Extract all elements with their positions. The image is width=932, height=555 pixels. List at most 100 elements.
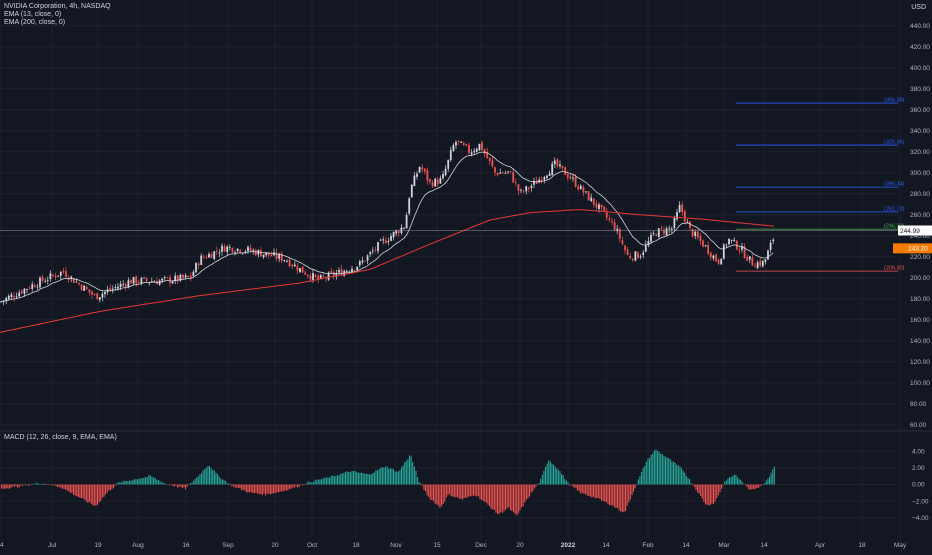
candle-body <box>158 280 161 285</box>
macd-bar <box>81 484 83 498</box>
macd-bar <box>71 484 73 493</box>
macd-bar <box>458 484 460 499</box>
candle-body <box>78 283 80 285</box>
macd-bar <box>73 484 75 495</box>
candle-body <box>556 159 559 167</box>
candle-body <box>169 276 171 283</box>
macd-bar <box>383 467 385 485</box>
macd-bar <box>583 484 585 494</box>
candle-body <box>322 275 325 277</box>
macd-bar <box>21 484 23 487</box>
macd-bar <box>113 484 115 488</box>
y-axis-tick-label: 280.00 <box>910 191 930 198</box>
macd-bar <box>213 470 215 485</box>
candle-body <box>330 271 333 273</box>
macd-bar <box>602 484 604 501</box>
macd-y-tick-label: −2.00 <box>912 498 929 505</box>
candle-body <box>751 257 754 266</box>
macd-bar <box>93 484 95 506</box>
candle-body <box>764 259 767 262</box>
macd-bar <box>737 477 739 485</box>
candle-body <box>504 172 507 174</box>
candle-body <box>13 295 15 298</box>
macd-bar <box>509 484 511 511</box>
macd-bar <box>417 477 419 485</box>
candle-body <box>712 255 715 259</box>
macd-bar <box>105 484 107 495</box>
macd-bar <box>247 484 249 493</box>
macd-bar <box>242 484 244 490</box>
candle-body <box>475 148 478 152</box>
candle-body <box>605 211 608 218</box>
macd-bar <box>175 484 177 486</box>
macd-bar <box>511 484 513 511</box>
macd-bar <box>444 484 446 502</box>
candle-body <box>681 204 684 213</box>
macd-bar <box>693 484 695 487</box>
candle-body <box>210 254 213 258</box>
macd-bar <box>673 461 675 485</box>
candle-body <box>709 252 712 258</box>
x-axis-tick-label: 20 <box>271 542 279 549</box>
macd-bar <box>453 484 455 498</box>
macd-bar <box>146 477 148 485</box>
macd-bar <box>375 470 377 485</box>
candle-body <box>65 271 67 277</box>
macd-bar <box>79 484 81 498</box>
macd-bar <box>460 484 462 499</box>
macd-bar <box>439 484 441 508</box>
y-axis-tick-label: 180.00 <box>910 296 930 303</box>
y-axis-tick-label: 120.00 <box>910 359 930 366</box>
macd-bar <box>505 484 507 510</box>
macd-bar <box>362 473 364 485</box>
candle-body <box>335 273 338 277</box>
macd-bar <box>692 484 694 485</box>
macd-bar <box>749 484 751 490</box>
macd-bar <box>282 484 284 492</box>
macd-bar <box>297 484 299 488</box>
macd-bar <box>612 484 614 506</box>
macd-bar <box>756 484 758 488</box>
x-axis-tick-label: 18 <box>352 542 360 549</box>
macd-bar <box>642 468 644 485</box>
x-axis-tick-label: 18 <box>858 542 866 549</box>
candle-body <box>546 175 548 178</box>
candle-body <box>286 261 288 263</box>
macd-bar <box>625 484 627 511</box>
macd-bar <box>594 484 596 499</box>
macd-bar <box>380 467 382 485</box>
macd-bar <box>17 484 19 488</box>
candle-body <box>769 242 772 250</box>
candle-body <box>613 222 616 230</box>
macd-bar <box>415 470 417 485</box>
macd-bar <box>709 484 711 506</box>
macd-bar <box>647 458 649 485</box>
macd-bar <box>769 476 771 485</box>
macd-bar <box>157 479 159 485</box>
macd-bar <box>26 484 28 485</box>
macd-bar <box>285 484 287 491</box>
macd-bar <box>60 484 62 488</box>
macd-bar <box>100 484 102 501</box>
candle-body <box>652 232 655 234</box>
candle-body <box>231 247 234 253</box>
macd-bar <box>169 484 171 486</box>
macd-bar <box>204 469 206 485</box>
candle-body <box>413 175 416 187</box>
candle-body <box>377 242 379 252</box>
candle-body <box>702 240 704 247</box>
y-axis-tick-label: 160.00 <box>910 317 930 324</box>
candle-body <box>304 272 307 275</box>
macd-bar <box>153 477 155 485</box>
macd-bar <box>47 484 49 485</box>
candle-body <box>143 277 145 279</box>
macd-bar <box>140 478 142 485</box>
candle-body <box>228 247 231 248</box>
ema13-legend: EMA (13, close, 0) <box>4 11 62 18</box>
candle-body <box>522 190 525 192</box>
candle-body <box>496 173 499 176</box>
macd-bar <box>533 484 535 489</box>
macd-bar <box>708 484 710 506</box>
